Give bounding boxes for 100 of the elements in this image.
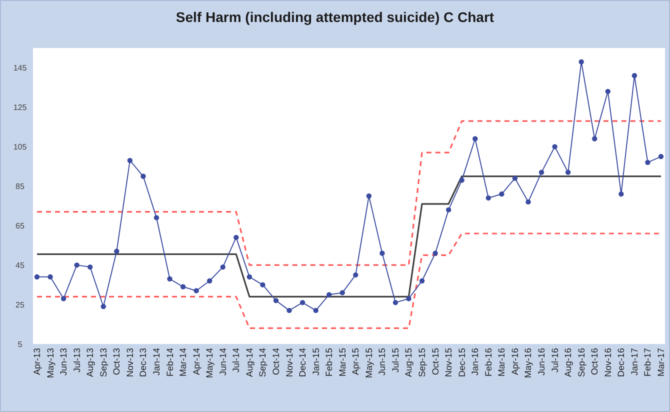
x-tick-label: Jun-14: [218, 348, 228, 376]
point: [127, 158, 133, 164]
x-tick-label: Mar-16: [496, 348, 507, 377]
x-tick-label: May-16: [523, 348, 534, 378]
line-series: [36, 120, 662, 266]
point: [140, 174, 146, 179]
point: [645, 160, 650, 166]
y-tick-label: 65: [16, 222, 25, 231]
x-tick-label: Jan-15: [310, 348, 321, 376]
x-tick-label: Feb-14: [164, 348, 175, 377]
point: [552, 144, 558, 150]
x-tick-label: Apr-16: [510, 348, 520, 376]
y-tick-label: 105: [13, 142, 28, 152]
point: [499, 191, 504, 197]
y-tick-label: 45: [16, 261, 25, 270]
x-tick-label: Jul-16: [550, 348, 560, 373]
x-tick-label: Feb-15: [324, 348, 334, 377]
x-tick-label: Mar-15: [337, 348, 348, 377]
x-tick-label: Dec-16: [616, 348, 626, 378]
point: [194, 288, 199, 294]
point: [34, 274, 40, 280]
y-tick-label: 5: [18, 340, 23, 349]
point: [313, 308, 318, 314]
x-tick-label: Aug-14: [244, 348, 254, 378]
x-tick-label: Sep-15: [417, 348, 428, 378]
x-tick-label: Aug-15: [404, 348, 414, 378]
point: [353, 272, 358, 278]
point: [592, 136, 598, 142]
x-tick-label: Apr-13: [32, 348, 42, 376]
point: [167, 276, 172, 282]
point: [220, 264, 226, 270]
point: [486, 195, 492, 201]
x-tick-label: Sep-13: [98, 348, 108, 378]
point: [632, 73, 638, 78]
point: [340, 290, 345, 296]
y-tick-label: 25: [16, 300, 25, 310]
point: [286, 308, 292, 314]
point: [366, 193, 372, 199]
point: [48, 274, 53, 280]
x-tick-label: Sep-16: [576, 348, 586, 378]
point: [260, 282, 266, 288]
x-tick-label: Dec-14: [298, 348, 308, 378]
point: [246, 274, 252, 280]
x-tick-label: Aug-16: [563, 348, 574, 378]
x-tick-label: May-14: [204, 348, 215, 378]
x-tick-label: Jul-13: [72, 348, 82, 373]
point: [114, 248, 120, 254]
x-tick-label: Mar-17: [656, 348, 666, 377]
point: [618, 191, 624, 197]
point: [459, 178, 464, 183]
x-tick-label: Apr-14: [191, 348, 202, 376]
x-tick-label: Jan-16: [470, 348, 480, 376]
y-tick-label: 145: [13, 64, 28, 73]
y-tick-label: 85: [16, 182, 25, 192]
x-tick-label: Oct-13: [112, 348, 122, 376]
x-tick-label: Nov-15: [444, 348, 454, 378]
point: [406, 296, 412, 302]
x-tick-label: Feb-16: [483, 348, 494, 377]
chart-title: Self Harm (including attempted suicide) C Chart: [176, 9, 494, 25]
x-tick-label: Aug-13: [85, 348, 96, 378]
x-tick-label: Oct-15: [430, 348, 440, 376]
x-tick-label: May-15: [364, 348, 374, 378]
x-tick-label: Jul-15: [390, 348, 400, 373]
point: [60, 296, 66, 302]
x-tick-label: Jun-13: [58, 348, 69, 376]
point: [432, 250, 438, 256]
x-tick-label: Oct-14: [270, 348, 281, 376]
point: [605, 88, 610, 94]
point: [100, 304, 106, 310]
point: [419, 278, 425, 284]
point: [512, 176, 518, 181]
point: [392, 300, 398, 306]
point: [446, 207, 452, 212]
point: [300, 300, 306, 306]
x-tick-label: Nov-16: [602, 348, 613, 378]
point: [658, 154, 664, 160]
x-tick-label: Jun-16: [536, 348, 547, 376]
x-tick-label: Sep-14: [258, 348, 268, 378]
point: [526, 199, 531, 205]
x-tick-label: Feb-17: [642, 348, 653, 377]
point: [88, 264, 93, 270]
y-tick-label: 125: [13, 103, 28, 112]
x-tick-label: Dec-15: [456, 348, 467, 378]
x-tick-label: Nov-14: [284, 348, 294, 378]
x-tick-label: Jan-17: [629, 348, 640, 376]
x-tick-label: Mar-14: [178, 348, 188, 377]
point: [74, 262, 80, 268]
x-tick-label: May-13: [45, 348, 56, 378]
line-series: [36, 232, 662, 330]
point: [154, 215, 160, 220]
x-tick-label: Dec-13: [138, 348, 148, 378]
point: [565, 170, 571, 175]
x-tick-label: Jun-15: [377, 348, 388, 376]
point: [180, 284, 186, 290]
point: [472, 136, 478, 142]
point: [273, 298, 279, 304]
x-tick-label: Nov-13: [124, 348, 135, 378]
x-tick-label: Apr-15: [350, 348, 361, 376]
x-tick-label: Oct-16: [590, 348, 600, 376]
point: [234, 234, 239, 240]
